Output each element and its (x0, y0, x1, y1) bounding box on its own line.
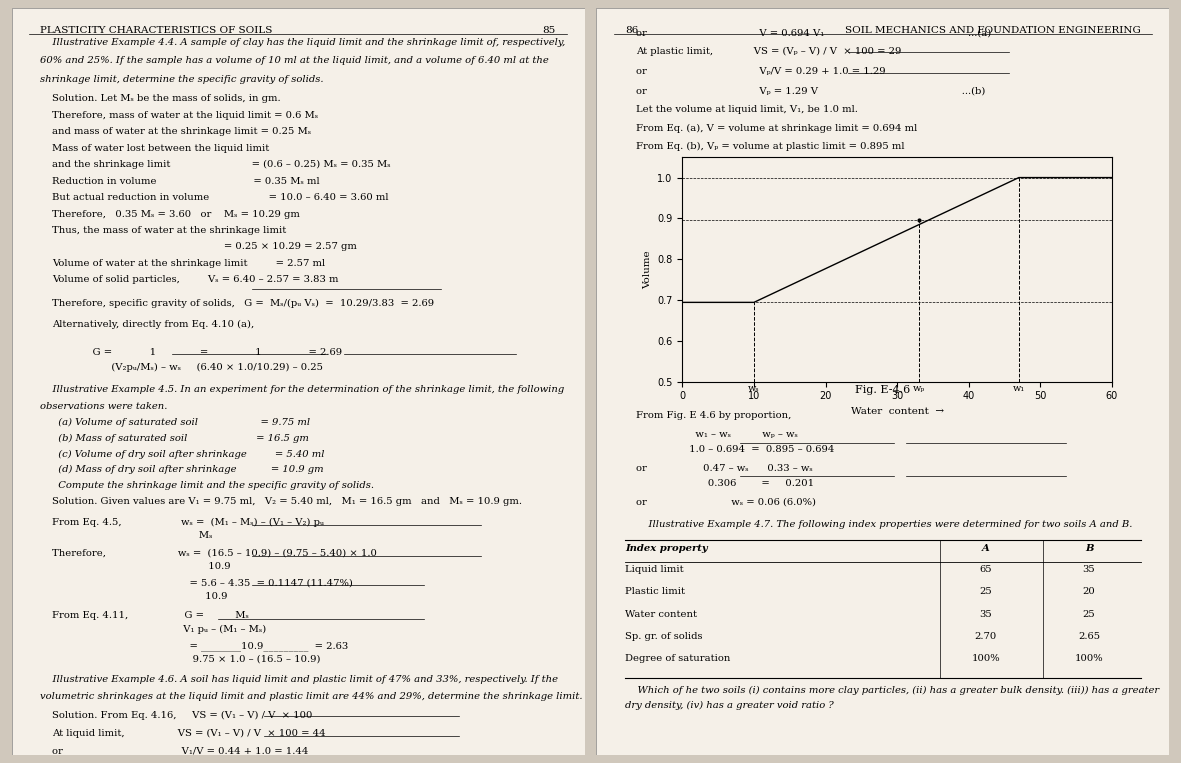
Text: 100%: 100% (1075, 655, 1103, 663)
Text: 35: 35 (979, 610, 992, 619)
Text: w₁ – wₛ          wₚ – wₛ: w₁ – wₛ wₚ – wₛ (637, 430, 798, 439)
Text: 20: 20 (1083, 588, 1095, 596)
Text: (b) Mass of saturated soil                      = 16.5 gm: (b) Mass of saturated soil = 16.5 gm (52, 434, 308, 443)
Text: (V₂pᵤ/Mₛ) – wₛ     (6.40 × 1.0/10.29) – 0.25: (V₂pᵤ/Mₛ) – wₛ (6.40 × 1.0/10.29) – 0.25 (52, 362, 322, 372)
Text: Solution. Let Mₛ be the mass of solids, in gm.: Solution. Let Mₛ be the mass of solids, … (52, 94, 281, 102)
Text: Illustrative Example 4.6. A soil has liquid limit and plastic limit of 47% and 3: Illustrative Example 4.6. A soil has liq… (40, 675, 559, 684)
Text: Illustrative Example 4.5. In an experiment for the determination of the shrinkag: Illustrative Example 4.5. In an experime… (40, 385, 565, 394)
Text: G =            1              =               1               = 2.69: G = 1 = 1 = 2.69 (52, 348, 342, 357)
Text: 85: 85 (543, 26, 556, 35)
Text: 25: 25 (1083, 610, 1095, 619)
Text: (d) Mass of dry soil after shrinkage           = 10.9 gm: (d) Mass of dry soil after shrinkage = 1… (52, 465, 324, 475)
Text: Degree of saturation: Degree of saturation (625, 655, 730, 663)
Text: = 5.6 – 4.35  = 0.1147 (11.47%): = 5.6 – 4.35 = 0.1147 (11.47%) (52, 578, 353, 588)
Text: and mass of water at the shrinkage limit = 0.25 Mₛ: and mass of water at the shrinkage limit… (52, 127, 311, 137)
FancyBboxPatch shape (12, 8, 585, 755)
Text: From Eq. 4.5,                   wₛ =  (M₁ – Mₛ) – (V₁ – V₂) pᵤ: From Eq. 4.5, wₛ = (M₁ – Mₛ) – (V₁ – V₂)… (52, 517, 324, 526)
Text: 35: 35 (1083, 565, 1095, 574)
Text: shrinkage limit, determine the specific gravity of solids.: shrinkage limit, determine the specific … (40, 75, 324, 84)
Text: 2.70: 2.70 (974, 632, 997, 641)
Text: From Eq. (a), V⁤ = volume at shrinkage limit = 0.694 ml: From Eq. (a), V⁤ = volume at shrinkage l… (637, 124, 918, 133)
Text: = ________10.9_________  = 2.63: = ________10.9_________ = 2.63 (52, 641, 348, 651)
Text: Illustrative Example 4.4. A sample of clay has the liquid limit and the shrinkag: Illustrative Example 4.4. A sample of cl… (40, 37, 566, 47)
Text: Alternatively, directly from Eq. 4.10 (a),: Alternatively, directly from Eq. 4.10 (a… (52, 320, 254, 330)
Text: 10.9: 10.9 (52, 562, 230, 571)
Text: From Eq. 4.11,                  G =          Mₛ: From Eq. 4.11, G = Mₛ (52, 611, 283, 620)
Text: Solution. From Eq. 4.16,     VS = (V₁ – V⁤) / V⁤  × 100: Solution. From Eq. 4.16, VS = (V₁ – V⁤) … (52, 710, 312, 720)
Text: or                  0.47 – wₛ      0.33 – wₛ: or 0.47 – wₛ 0.33 – wₛ (637, 464, 814, 473)
Text: or                                    Vₚ/V⁤ = 0.29 + 1.0 = 1.29: or Vₚ/V⁤ = 0.29 + 1.0 = 1.29 (637, 67, 886, 76)
Text: Thus, the mass of water at the shrinkage limit: Thus, the mass of water at the shrinkage… (52, 226, 286, 235)
X-axis label: Water  content  →: Water content → (850, 407, 944, 416)
Text: Plastic limit: Plastic limit (625, 588, 685, 596)
Text: Which of he two soils (i) contains more clay particles, (ii) has a greater bulk : Which of he two soils (i) contains more … (625, 686, 1160, 695)
Text: From Eq. (b), Vₚ = volume at plastic limit = 0.895 ml: From Eq. (b), Vₚ = volume at plastic lim… (637, 142, 905, 151)
Text: or                           wₛ = 0.06 (6.0%): or wₛ = 0.06 (6.0%) (637, 497, 816, 507)
Text: Solution. Given values are V₁ = 9.75 ml,   V₂ = 5.40 ml,   M₁ = 16.5 gm   and   : Solution. Given values are V₁ = 9.75 ml,… (52, 497, 522, 506)
Text: B: B (1085, 544, 1094, 552)
Text: or                                    V⁤ = 0.694 V₁                             : or V⁤ = 0.694 V₁ (637, 28, 992, 37)
Text: Water content: Water content (625, 610, 697, 619)
Text: From Fig. E 4.6 by proportion,: From Fig. E 4.6 by proportion, (637, 411, 792, 420)
Text: and the shrinkage limit                          = (0.6 – 0.25) Mₛ = 0.35 Mₛ: and the shrinkage limit = (0.6 – 0.25) M… (52, 160, 391, 169)
Text: 65: 65 (979, 565, 992, 574)
Text: SOIL MECHANICS AND FOUNDATION ENGINEERING: SOIL MECHANICS AND FOUNDATION ENGINEERIN… (844, 26, 1141, 35)
Text: Compute the shrinkage limit and the specific gravity of solids.: Compute the shrinkage limit and the spec… (52, 481, 374, 490)
Text: 1.0 – 0.694  =  0.895 – 0.694: 1.0 – 0.694 = 0.895 – 0.694 (637, 445, 835, 454)
Y-axis label: Volume: Volume (642, 250, 652, 288)
Text: Liquid limit: Liquid limit (625, 565, 684, 574)
Text: A: A (983, 544, 990, 552)
Text: At plastic limit,             VS = (Vₚ – V⁤) / V⁤  × 100 = 29: At plastic limit, VS = (Vₚ – V⁤) / V⁤ × … (637, 47, 902, 56)
Text: 0.306        =     0.201: 0.306 = 0.201 (637, 478, 815, 488)
Text: Illustrative Example 4.7. The following index properties were determined for two: Illustrative Example 4.7. The following … (637, 520, 1133, 529)
Text: (a) Volume of saturated soil                    = 9.75 ml: (a) Volume of saturated soil = 9.75 ml (52, 418, 311, 427)
Text: Let the volume at liquid limit, V₁, be 1.0 ml.: Let the volume at liquid limit, V₁, be 1… (637, 105, 859, 114)
Text: Mass of water lost between the liquid limit: Mass of water lost between the liquid li… (52, 143, 269, 153)
Text: Volume of water at the shrinkage limit         = 2.57 ml: Volume of water at the shrinkage limit =… (52, 259, 325, 268)
Text: 2.65: 2.65 (1078, 632, 1100, 641)
Text: Therefore, mass of water at the liquid limit = 0.6 Mₛ: Therefore, mass of water at the liquid l… (52, 111, 318, 120)
Text: w₁: w₁ (1013, 384, 1025, 392)
Text: 60% and 25%. If the sample has a volume of 10 ml at the liquid limit, and a volu: 60% and 25%. If the sample has a volume … (40, 56, 549, 65)
Text: Fig. E-4.6: Fig. E-4.6 (855, 385, 911, 395)
Text: Sp. gr. of solids: Sp. gr. of solids (625, 632, 703, 641)
Text: Volume of solid particles,         Vₛ = 6.40 – 2.57 = 3.83 m: Volume of solid particles, Vₛ = 6.40 – 2… (52, 275, 339, 285)
Text: Therefore, specific gravity of solids,   G =  Mₛ/(pᵤ Vₛ)  =  10.29/3.83  = 2.69: Therefore, specific gravity of solids, G… (52, 299, 435, 308)
Text: V₁ pᵤ – (M₁ – Mₛ): V₁ pᵤ – (M₁ – Mₛ) (52, 624, 266, 633)
Text: = 0.25 × 10.29 = 2.57 gm: = 0.25 × 10.29 = 2.57 gm (52, 243, 357, 252)
Text: PLASTICITY CHARACTERISTICS OF SOILS: PLASTICITY CHARACTERISTICS OF SOILS (40, 26, 273, 35)
Text: At liquid limit,                 VS = (V₁ – V⁤) / V⁤  × 100 = 44: At liquid limit, VS = (V₁ – V⁤) / V⁤ × 1… (52, 729, 326, 739)
Text: Reduction in volume                               = 0.35 Mₛ ml: Reduction in volume = 0.35 Mₛ ml (52, 176, 320, 185)
Text: 9.75 × 1.0 – (16.5 – 10.9): 9.75 × 1.0 – (16.5 – 10.9) (52, 655, 320, 663)
Text: 100%: 100% (972, 655, 1000, 663)
Text: wₛ: wₛ (748, 384, 759, 392)
Text: or                                    Vₚ = 1.29 V⁤                              : or Vₚ = 1.29 V⁤ (637, 86, 986, 95)
Text: dry density, (iv) has a greater void ratio ?: dry density, (iv) has a greater void rat… (625, 700, 834, 710)
Text: 10.9: 10.9 (52, 591, 228, 600)
Text: Therefore,   0.35 Mₛ = 3.60   or    Mₛ = 10.29 gm: Therefore, 0.35 Mₛ = 3.60 or Mₛ = 10.29 … (52, 210, 300, 218)
FancyBboxPatch shape (596, 8, 1169, 755)
Text: observations were taken.: observations were taken. (40, 401, 168, 410)
Text: Therefore,                       wₛ =  (16.5 – 10.9) – (9.75 – 5.40) × 1.0: Therefore, wₛ = (16.5 – 10.9) – (9.75 – … (52, 549, 377, 557)
Text: (c) Volume of dry soil after shrinkage         = 5.40 ml: (c) Volume of dry soil after shrinkage =… (52, 449, 325, 459)
Text: volumetric shrinkages at the liquid limit and plastic limit are 44% and 29%, det: volumetric shrinkages at the liquid limi… (40, 692, 583, 700)
Text: wₚ: wₚ (913, 384, 925, 392)
Text: Index property: Index property (625, 544, 707, 552)
Text: But actual reduction in volume                   = 10.0 – 6.40 = 3.60 ml: But actual reduction in volume = 10.0 – … (52, 193, 389, 202)
Text: Mₛ: Mₛ (52, 531, 213, 540)
Text: or                                      V₁/V⁤ = 0.44 + 1.0 = 1.44: or V₁/V⁤ = 0.44 + 1.0 = 1.44 (52, 746, 308, 755)
Text: 25: 25 (979, 588, 992, 596)
Text: 86: 86 (625, 26, 638, 35)
